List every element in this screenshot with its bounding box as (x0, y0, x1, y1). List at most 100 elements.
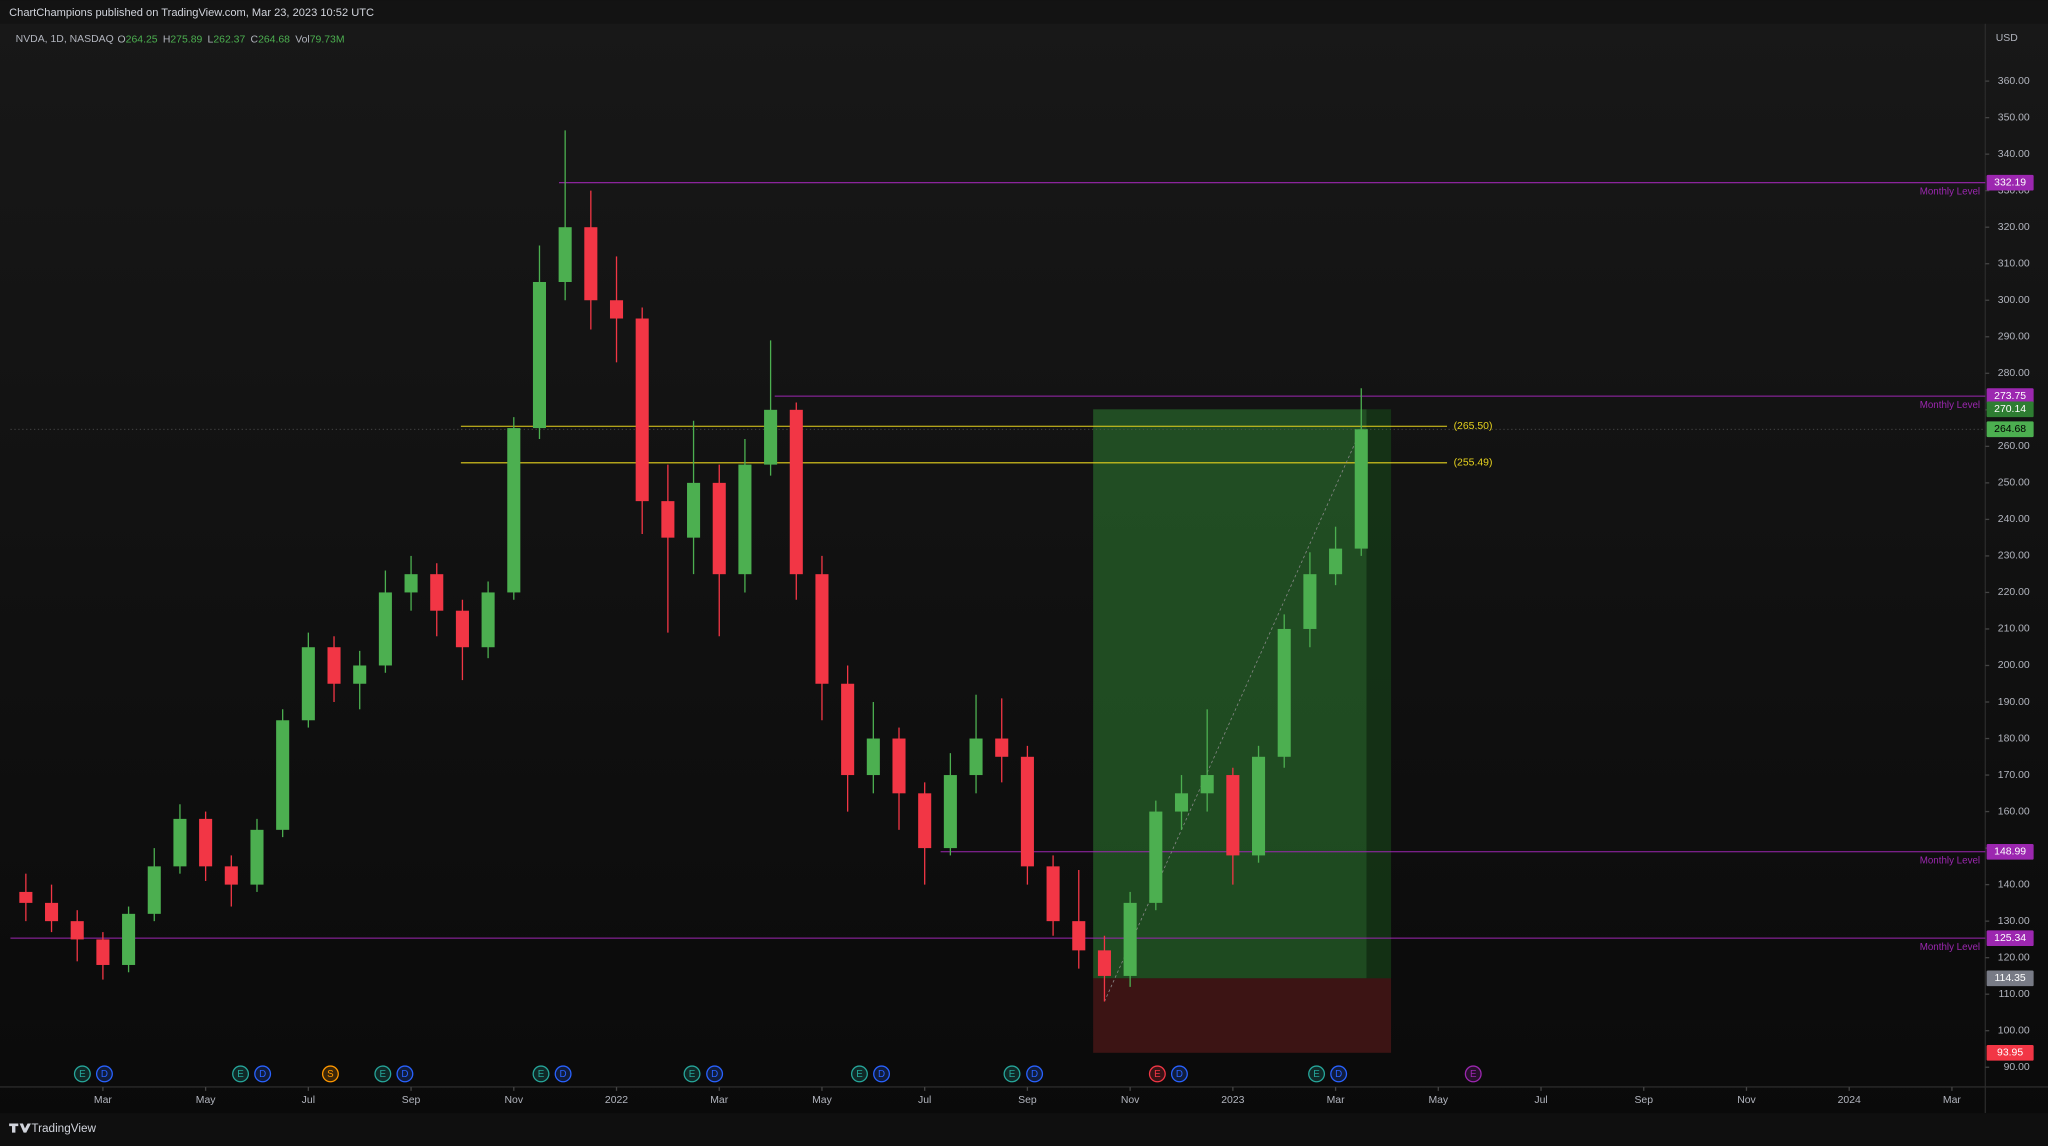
event-label: E (856, 1069, 863, 1080)
candle-body (789, 409, 803, 575)
candle-body (635, 318, 649, 502)
footer (0, 1113, 2048, 1146)
x-tick-label: Sep (402, 1095, 421, 1106)
y-tick-label: 140.00 (1998, 879, 2030, 890)
candle-body (609, 300, 624, 319)
level-name: Monthly Level (1920, 186, 1980, 197)
event-icon (1170, 1065, 1188, 1083)
x-tick-label: Mar (1943, 1095, 1961, 1106)
y-tick-label: 300.00 (1998, 295, 2030, 306)
event-icon (554, 1065, 572, 1083)
event-label: D (259, 1069, 266, 1080)
y-tick-label: 280.00 (1998, 368, 2030, 379)
price-tag (1986, 1044, 2034, 1061)
event-icon (95, 1065, 113, 1083)
legend-key: L (208, 34, 214, 45)
event-icon (321, 1065, 339, 1083)
event-icon (374, 1065, 392, 1083)
x-tick-label: Jul (1534, 1095, 1547, 1106)
y-tick-label: 200.00 (1998, 660, 2030, 671)
y-tick-label: 320.00 (1998, 222, 2030, 233)
candle-body (1123, 902, 1137, 976)
event-icon (1148, 1065, 1166, 1083)
x-tick-label: 2023 (1221, 1095, 1244, 1106)
price-tag (1986, 970, 2034, 987)
candle-body (969, 738, 983, 776)
event-icon (396, 1065, 414, 1083)
event-label: D (1335, 1069, 1342, 1080)
candle-body (943, 775, 957, 849)
header-bar (0, 0, 2048, 24)
event-label: E (1009, 1069, 1016, 1080)
candle-body (1174, 793, 1189, 812)
event-label: D (401, 1069, 408, 1080)
event-icon (1464, 1065, 1482, 1083)
candle-body (1200, 775, 1214, 794)
y-tick-label: 120.00 (1998, 952, 2030, 963)
legend-key: O (118, 34, 126, 45)
x-tick-label: May (196, 1095, 216, 1106)
brand: TradingView (31, 1122, 96, 1135)
x-tick-label: 2022 (605, 1095, 628, 1106)
candle-body (558, 227, 572, 282)
event-icon (683, 1065, 701, 1083)
legend-value: 264.68 (258, 34, 290, 45)
y-tick-label: 290.00 (1998, 332, 2030, 343)
legend-key: Vol (295, 34, 310, 45)
y-tick-label: 110.00 (1999, 989, 2030, 1000)
price-tag (1986, 421, 2034, 438)
candle-body (276, 720, 290, 830)
x-tick-label: Mar (710, 1095, 728, 1106)
legend-key: C (251, 34, 259, 45)
candle-body (173, 818, 187, 867)
symbol: NVDA, 1D, NASDAQ (16, 34, 114, 45)
y-tick-label: 170.00 (1998, 770, 2030, 781)
candle-body (353, 665, 367, 684)
ohlc-legend: O264.25 H275.89 L262.37 C264.68 Vol79.73M (118, 34, 345, 45)
candle-body (19, 891, 33, 903)
candle-body (1329, 548, 1343, 575)
level-tag (1986, 843, 2034, 860)
level-name: Monthly Level (1920, 400, 1980, 411)
x-tick-label: Sep (1018, 1095, 1037, 1106)
y-tick-label: 310.00 (1998, 258, 2030, 269)
event-label: E (79, 1069, 86, 1080)
y-tick-label: 340.00 (1998, 149, 2030, 160)
candle-body (122, 913, 136, 965)
x-tick-label: Sep (1634, 1095, 1653, 1106)
event-icon (73, 1065, 91, 1083)
x-tick-label: May (812, 1095, 832, 1106)
y-tick-label: 230.00 (1998, 551, 2030, 562)
event-label: E (689, 1069, 696, 1080)
legend-value: 262.37 (213, 34, 245, 45)
profit-zone-future (1366, 409, 1392, 979)
legend-key: H (163, 34, 171, 45)
level-tag-label: 148.99 (1994, 847, 2026, 858)
y-tick-label: 360.00 (1998, 76, 2030, 87)
x-tick-label: Nov (505, 1095, 524, 1106)
candle-body (738, 464, 752, 575)
candle-body (1020, 756, 1034, 867)
candle-body (327, 647, 341, 684)
candle-body (687, 482, 701, 538)
price-tag-label: 93.95 (1997, 1048, 2023, 1059)
legend-value: 79.73M (310, 34, 345, 45)
candle-body (1277, 628, 1291, 757)
y-tick-label: 350.00 (1998, 112, 2030, 123)
fib-label: (265.50) (1454, 421, 1493, 432)
plot-area: Monthly Level Monthly Level Monthly Level M… (10, 130, 1986, 1053)
publisher: ChartChampions published on TradingView.… (9, 7, 374, 19)
candle-body (918, 793, 932, 849)
candle-body (96, 939, 110, 965)
candle-body (584, 227, 598, 301)
x-tick-label: Jul (302, 1095, 315, 1106)
event-icon (532, 1065, 550, 1083)
y-tick-label: 250.00 (1998, 478, 2030, 489)
event-label: D (560, 1069, 567, 1080)
candle-body (841, 683, 855, 776)
price-tag-label: 270.14 (1994, 404, 2026, 415)
event-label: S (327, 1069, 334, 1080)
event-icon (706, 1065, 724, 1083)
